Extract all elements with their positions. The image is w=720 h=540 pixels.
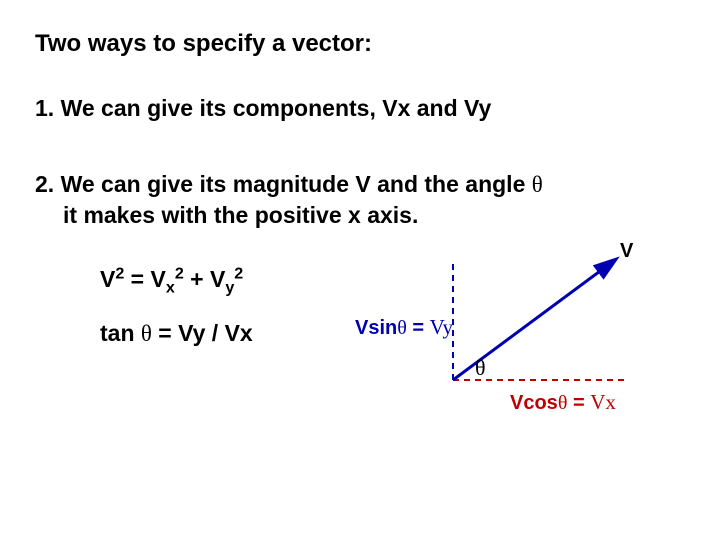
vsin-eq: = bbox=[407, 317, 430, 339]
label-vsin: Vsinθ = Vy bbox=[355, 315, 453, 340]
eq2-tan: tan bbox=[100, 320, 141, 346]
slide-title: Two ways to specify a vector: bbox=[35, 30, 685, 58]
point-2-text-b: it makes with the positive x axis. bbox=[63, 202, 418, 228]
eq1-eq: = V bbox=[124, 266, 166, 292]
eq2-theta: θ bbox=[141, 321, 152, 346]
eq1-plus: + V bbox=[184, 266, 226, 292]
eq1-exp-b: 2 bbox=[175, 264, 184, 282]
vcos-eq: = bbox=[567, 392, 590, 414]
eq1-exp-c: 2 bbox=[234, 264, 243, 282]
eq2-rest: = Vy / Vx bbox=[152, 320, 253, 346]
eq1-lhs: V bbox=[100, 266, 115, 292]
label-vcos: Vcosθ = Vx bbox=[510, 390, 616, 415]
label-v: V bbox=[620, 240, 633, 263]
label-theta: θ bbox=[475, 355, 486, 381]
vsin-theta: θ bbox=[397, 317, 407, 339]
eq1-exp-a: 2 bbox=[115, 264, 124, 282]
point-2-theta: θ bbox=[532, 172, 543, 197]
vector-diagram: V θ Vsinθ = Vy Vcosθ = Vx bbox=[415, 230, 695, 450]
vsin-rhs: Vy bbox=[430, 315, 453, 339]
point-2-text-a: 2. We can give its magnitude V and the a… bbox=[35, 171, 532, 197]
point-1: 1. We can give its components, Vx and Vy bbox=[35, 93, 685, 124]
vsin-prefix: Vsin bbox=[355, 317, 397, 339]
eq1-sub-x: x bbox=[166, 279, 175, 297]
vcos-rhs: Vx bbox=[590, 390, 616, 414]
eq1-sub-y: y bbox=[225, 279, 234, 297]
vector-svg bbox=[415, 230, 695, 450]
vcos-theta: θ bbox=[558, 392, 568, 414]
vcos-prefix: Vcos bbox=[510, 392, 558, 414]
point-2: 2. We can give its magnitude V and the a… bbox=[35, 169, 685, 231]
